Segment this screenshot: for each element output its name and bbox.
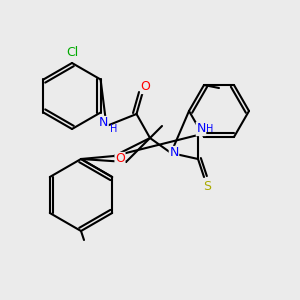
Text: O: O [141, 80, 150, 94]
Text: N: N [99, 116, 108, 130]
Text: N: N [169, 146, 179, 160]
Text: O: O [115, 152, 125, 166]
Text: H: H [110, 124, 118, 134]
Text: N: N [196, 122, 206, 136]
Text: H: H [206, 124, 214, 134]
Text: Cl: Cl [66, 46, 78, 59]
Text: S: S [203, 179, 211, 193]
